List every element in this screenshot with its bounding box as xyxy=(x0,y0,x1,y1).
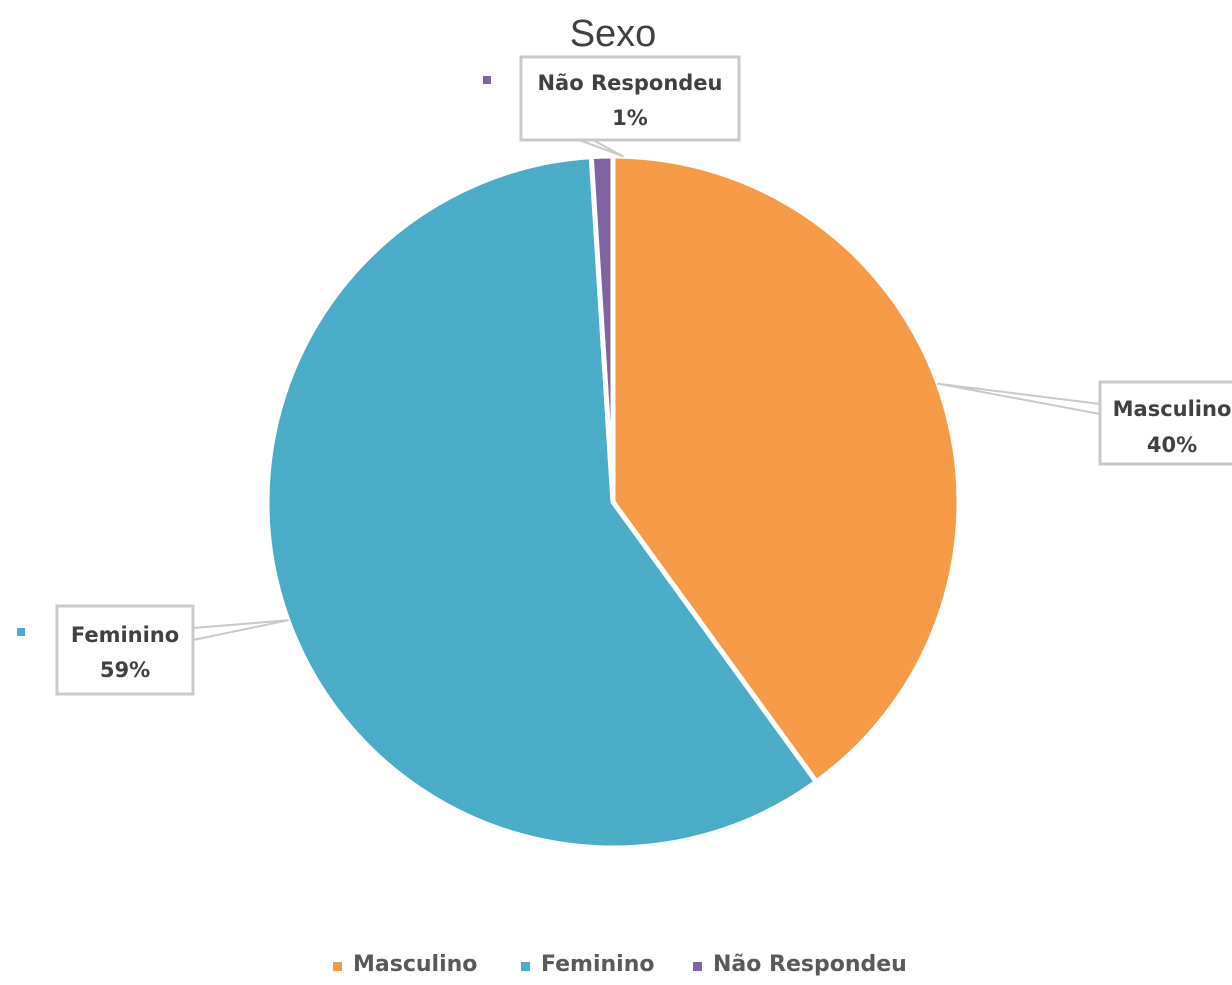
data-label-value: 40% xyxy=(1147,433,1197,457)
legend-swatch xyxy=(521,962,530,971)
pie-slice-feminino xyxy=(264,154,819,851)
data-label-masculino: Masculino 40% xyxy=(937,380,1232,466)
data-label-value: 1% xyxy=(612,106,648,130)
data-label-feminino: Feminino 59% xyxy=(17,604,289,696)
legend: Masculino Feminino Não Respondeu xyxy=(333,952,907,977)
data-label-nao-respondeu: Não Respondeu 1% xyxy=(483,55,741,158)
leader-line-masculino xyxy=(937,382,1101,415)
legend-swatch xyxy=(693,962,702,971)
data-labels: Masculino 40% Feminino 59% Não Respondeu 1% xyxy=(17,55,1232,696)
legend-item-nao-respondeu: Não Respondeu xyxy=(693,952,907,977)
legend-item-feminino: Feminino xyxy=(521,952,655,977)
label-box-masculino xyxy=(1098,380,1232,466)
legend-label: Masculino xyxy=(353,952,477,977)
chart-title: Sexo xyxy=(570,13,657,55)
data-label-category: Não Respondeu xyxy=(537,71,722,95)
pie-slice-masculino xyxy=(610,153,962,785)
label-marker-nao-respondeu xyxy=(483,76,491,84)
pie-slice-nao-respondeu xyxy=(588,153,616,505)
pie-slices xyxy=(264,153,962,851)
leader-line-nao-respondeu xyxy=(578,139,624,158)
legend-swatch xyxy=(333,962,342,971)
label-box-nao-respondeu xyxy=(519,55,741,142)
legend-label: Feminino xyxy=(541,952,655,977)
data-label-category: Masculino xyxy=(1113,397,1232,421)
label-box-feminino xyxy=(55,604,195,696)
legend-item-masculino: Masculino xyxy=(333,952,477,977)
legend-label: Não Respondeu xyxy=(713,952,907,977)
data-label-category: Feminino xyxy=(71,623,179,647)
data-label-value: 59% xyxy=(100,658,150,682)
label-marker-feminino xyxy=(17,628,25,636)
leader-line-feminino xyxy=(192,619,289,641)
